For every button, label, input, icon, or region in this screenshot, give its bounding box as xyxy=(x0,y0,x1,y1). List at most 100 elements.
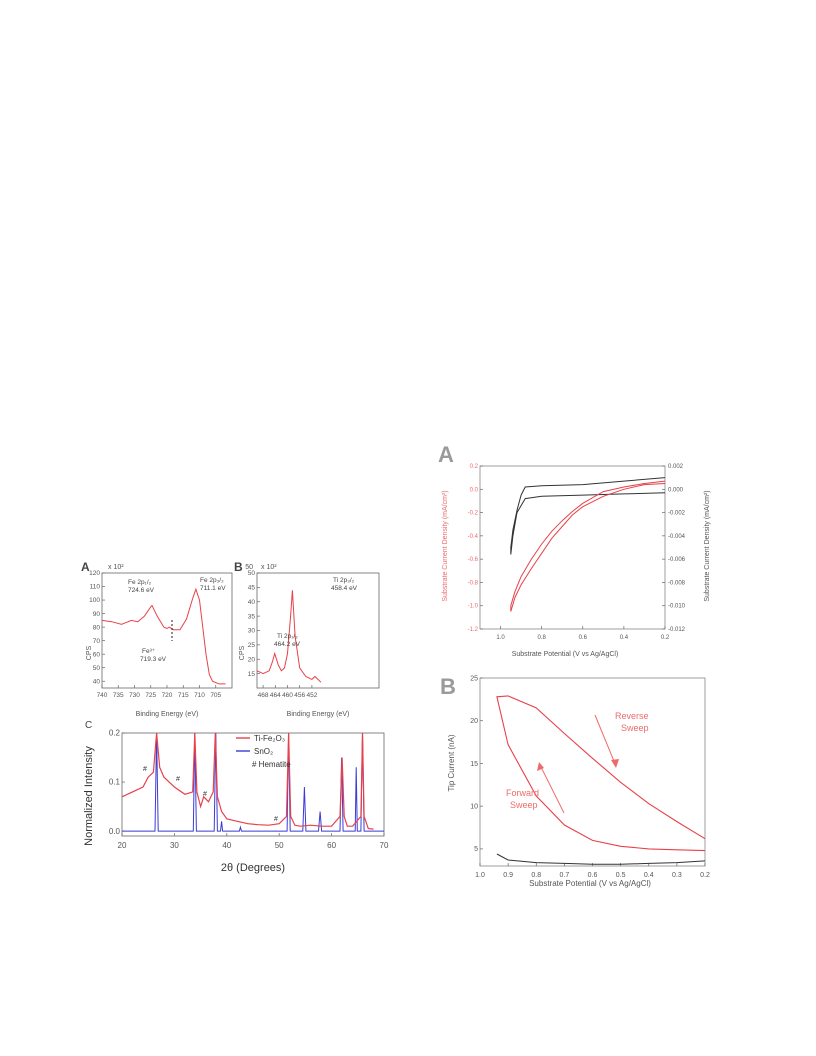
y-tick-label: 40 xyxy=(93,678,101,685)
x-tick-label: 0.4 xyxy=(644,872,654,879)
x-tick-label: 715 xyxy=(178,692,189,699)
xps-ti-chart: B x 10² CPS 468 464 460 456 452 15 20 25 30 35 40 4… xyxy=(234,560,380,718)
x-tick-label: 70 xyxy=(380,841,389,850)
forward-sweep-label-2: Sweep xyxy=(510,800,538,810)
hematite-mark: # xyxy=(203,791,207,798)
x-tick-label: 50 xyxy=(275,841,284,850)
x-tick-label: 30 xyxy=(170,841,179,850)
y2-tick-label: -0.008 xyxy=(668,580,686,586)
x-tick-label: 0.5 xyxy=(616,872,626,879)
y-tick-label: 100 xyxy=(89,597,100,604)
y-axis-label: Normalized Intensity xyxy=(83,746,95,846)
ti-fe2o3-pattern-line xyxy=(121,732,374,830)
x-axis-label: 2θ (Degrees) xyxy=(221,862,285,874)
cv-chart: A Substrate Current Density (mA/cm²) Sub… xyxy=(438,442,711,658)
panel-letter-a: A xyxy=(81,560,90,574)
y-tick-label: 45 xyxy=(248,585,256,592)
y-tick-label: 110 xyxy=(90,584,101,591)
plot-frame xyxy=(479,465,666,630)
peak-label-fe2p32: Fe 2p₃/₂ xyxy=(200,577,224,584)
y-tick-label: 15 xyxy=(470,761,478,768)
tip-current-curve xyxy=(510,477,666,555)
y-tick-label: 10 xyxy=(470,804,478,811)
y-tick-label: 0.2 xyxy=(470,464,479,470)
x-tick-label: 20 xyxy=(118,841,127,850)
x-tick-label: 725 xyxy=(145,692,156,699)
x-tick-label: 0.2 xyxy=(661,635,670,641)
y-tick-label: 0.0 xyxy=(109,827,121,836)
plot-frame xyxy=(121,732,385,837)
y-tick-label: -1.0 xyxy=(468,604,479,610)
x-tick-label: 705 xyxy=(210,692,221,699)
x-tick-label: 720 xyxy=(162,692,173,699)
y-tick-label: -0.2 xyxy=(468,511,479,517)
plot-frame xyxy=(479,677,706,867)
legend-label-ti-fe2o3: Ti-Fe₂O₃ xyxy=(254,734,285,743)
x-tick-label: 468 xyxy=(258,692,269,699)
y2-tick-label: -0.006 xyxy=(668,557,686,563)
x-tick-label: 735 xyxy=(113,692,124,699)
x-axis-label: Binding Energy (eV) xyxy=(136,711,199,718)
x-tick-label: 0.4 xyxy=(620,635,629,641)
peak-label-fe3: Fe³⁺ xyxy=(142,648,156,655)
y-tick-label: 35 xyxy=(248,613,256,620)
panel-letter-a: A xyxy=(438,442,454,467)
ti-spectrum-line xyxy=(256,590,322,683)
x-tick-label: 0.6 xyxy=(579,635,588,641)
x-tick-label: 0.3 xyxy=(672,872,682,879)
peak-label-fe2p12: Fe 2p₁/₂ xyxy=(128,579,152,586)
y-tick-label: -0.6 xyxy=(468,557,479,563)
x-tick-label: 460 xyxy=(282,692,293,699)
x-tick-label: 0.2 xyxy=(700,872,710,879)
forward-sweep-label: Forward xyxy=(506,788,539,798)
x-tick-label: 40 xyxy=(222,841,231,850)
y-axis-label: CPS xyxy=(239,645,246,660)
hematite-mark: # xyxy=(176,776,180,783)
y-tick-label: -0.4 xyxy=(468,534,479,540)
x-axis-label: Substrate Potential (V vs Ag/AgCl) xyxy=(512,651,619,658)
hematite-mark: # xyxy=(143,766,147,773)
reverse-sweep-label: Reverse xyxy=(615,711,649,721)
sweep-curve xyxy=(496,695,706,852)
y-tick-label: 25 xyxy=(470,675,478,682)
multiplier-label: x 10² xyxy=(108,564,124,571)
forward-arrow-head xyxy=(537,762,544,771)
reverse-sweep-label-2: Sweep xyxy=(621,723,649,733)
y-tick-label: 0.2 xyxy=(109,729,121,738)
y2-tick-label: -0.012 xyxy=(668,627,686,633)
xrd-chart: C Normalized Intensity 20 30 40 50 60 70 0.0 0.… xyxy=(83,720,389,874)
panel-letter-b: B xyxy=(440,674,456,699)
forward-sweep-arrow xyxy=(539,764,565,814)
fe-spectrum-line xyxy=(101,587,226,685)
x-tick-label: 740 xyxy=(97,692,108,699)
y2-tick-label: -0.002 xyxy=(668,511,686,517)
xps-fe-chart: A x 10² CPS 740 735 730 725 720 715 710 705 40 50… xyxy=(81,560,233,718)
substrate-current-curve xyxy=(510,480,666,612)
legend-label-hematite: # Hematite xyxy=(252,760,291,769)
y-tick-label: 20 xyxy=(248,656,256,663)
panel-letter-b: B xyxy=(234,560,243,574)
y-tick-label: -0.8 xyxy=(468,580,479,586)
y2-tick-label: -0.010 xyxy=(668,604,686,610)
y-tick-label: 0.0 xyxy=(470,487,479,493)
hematite-mark: # xyxy=(274,816,278,823)
y-tick-label: 70 xyxy=(93,638,101,645)
x-tick-label: 730 xyxy=(129,692,140,699)
peak-value-fe2p12: 724.6 eV xyxy=(128,587,155,594)
x-tick-label: 0.8 xyxy=(531,872,541,879)
peak-value-fe3: 719.3 eV xyxy=(140,656,167,663)
x-tick-label: 464 xyxy=(270,692,281,699)
y2-tick-label: 0.002 xyxy=(668,464,684,470)
plot-frame xyxy=(256,572,380,689)
x-tick-label: 452 xyxy=(306,692,317,699)
x-tick-label: 456 xyxy=(294,692,305,699)
peak-label-ti2p32: Ti 2p₃/₂ xyxy=(333,577,355,584)
y2-tick-label: -0.004 xyxy=(668,534,686,540)
reverse-sweep-arrow xyxy=(594,714,617,767)
y-tick-label: -1.2 xyxy=(468,627,479,633)
y2-tick-label: 0.000 xyxy=(668,487,684,493)
x-axis-label: Substrate Potential (V vs Ag/AgCl) xyxy=(529,879,651,888)
y-tick-label: 15 xyxy=(248,671,256,678)
multiplier-label: x 10² xyxy=(261,564,277,571)
x-tick-label: 0.9 xyxy=(503,872,513,879)
